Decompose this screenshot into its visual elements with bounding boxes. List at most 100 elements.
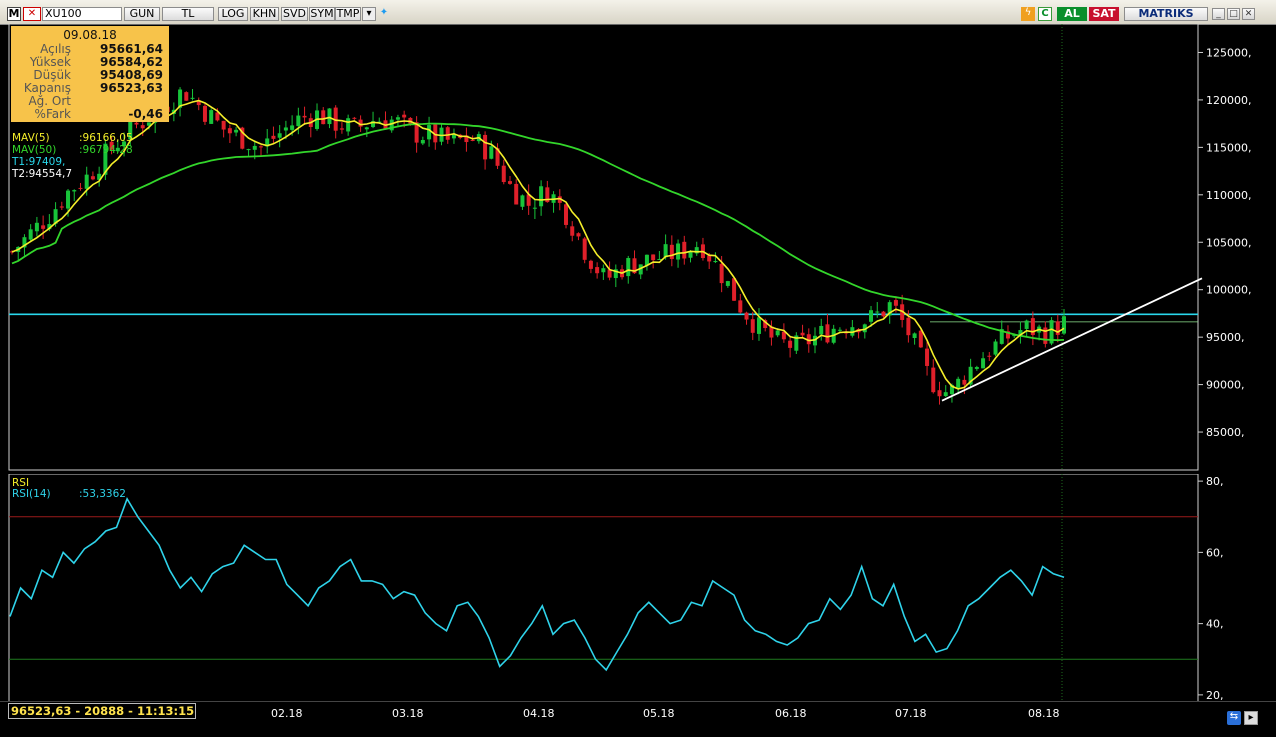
candle-body — [557, 196, 562, 203]
close-icon[interactable]: ✕ — [1242, 8, 1255, 20]
candle-body — [1062, 316, 1066, 334]
candle-body — [78, 187, 83, 189]
candle-body — [644, 254, 649, 266]
currency-button-tl[interactable]: TL — [162, 7, 214, 21]
sell-button[interactable]: SAT — [1089, 7, 1119, 21]
sym-button[interactable]: SYM — [309, 7, 335, 21]
info-row-high: Yüksek 96584,62 — [11, 55, 169, 69]
candle-body — [719, 263, 724, 284]
rsi-y-tick-label: 40, — [1206, 618, 1224, 631]
candle-body — [128, 119, 133, 140]
candle-body — [103, 143, 108, 175]
candles — [10, 87, 1066, 405]
candle-body — [258, 146, 263, 148]
khn-button[interactable]: KHN — [250, 7, 279, 21]
candle-body — [196, 100, 201, 106]
candle-body — [918, 330, 923, 348]
candle-body — [993, 341, 998, 355]
lightning-icon[interactable]: ϟ — [1021, 7, 1035, 21]
candle-body — [395, 117, 400, 120]
candle-body — [875, 311, 880, 313]
candle-body — [707, 255, 712, 262]
info-label: Ağ. Ort — [28, 94, 71, 108]
candle-body — [881, 311, 886, 317]
candle-body — [265, 138, 270, 147]
candle-body — [532, 207, 537, 209]
candle-body — [97, 173, 102, 180]
candle-body — [495, 148, 500, 166]
tmp-button[interactable]: TMP — [335, 7, 361, 21]
svd-button[interactable]: SVD — [281, 7, 308, 21]
candle-body — [800, 332, 805, 336]
candle-body — [912, 333, 917, 338]
sync-icon[interactable]: ⇆ — [1227, 711, 1241, 725]
candle-body — [464, 135, 469, 143]
maximize-icon[interactable]: □ — [1227, 8, 1240, 20]
candle-body — [694, 247, 699, 254]
candle-body — [806, 334, 811, 345]
candle-body — [744, 312, 749, 320]
rsi-chart[interactable]: 20, 40, 60, 80, — [0, 474, 1276, 702]
candle-body — [750, 319, 755, 333]
info-value: -0,46 — [128, 107, 163, 121]
price-chart[interactable]: 85000, 90000, 95000, 100000, 105000, 110000, 1… — [0, 24, 1276, 472]
candle-body — [202, 105, 207, 122]
candle-body — [775, 330, 780, 336]
scroll-right-icon[interactable]: ▸ — [1244, 711, 1258, 725]
candle-body — [682, 241, 687, 259]
refresh-icon[interactable]: C — [1038, 7, 1052, 21]
candle-body — [227, 128, 232, 134]
candle-body — [906, 317, 911, 336]
candle-body — [931, 367, 936, 393]
buy-button[interactable]: AL — [1057, 7, 1087, 21]
candle-body — [346, 118, 351, 132]
candle-body — [115, 147, 120, 152]
twitter-icon[interactable]: ✦ — [379, 7, 389, 18]
rsi-value: :53,3362 — [79, 488, 126, 500]
candle-body — [638, 264, 643, 275]
candle-body — [514, 183, 519, 205]
minimize-icon[interactable]: _ — [1212, 8, 1225, 20]
info-row-close: Kapanış 96523,63 — [11, 81, 169, 95]
x-tick-label: 03.18 — [392, 707, 424, 720]
info-date: 09.08.18 — [63, 28, 117, 42]
app-menu-button[interactable]: M — [7, 7, 21, 21]
info-label: %Fark — [34, 107, 71, 121]
symbol-input[interactable]: XU100 — [42, 7, 122, 21]
candle-body — [732, 278, 737, 301]
info-value: 95661,64 — [99, 42, 163, 56]
candle-body — [756, 317, 761, 334]
mav50-value: :96794,28 — [79, 144, 133, 156]
candle-body — [296, 115, 301, 127]
period-button-gun[interactable]: GUN — [124, 7, 160, 21]
candle-body — [981, 358, 986, 369]
candle-body — [738, 300, 743, 313]
log-scale-button[interactable]: LOG — [218, 7, 248, 21]
candle-body — [420, 140, 425, 144]
candle-body — [962, 379, 967, 385]
candle-body — [582, 238, 587, 260]
candle-body — [669, 244, 674, 260]
candle-body — [956, 378, 961, 388]
candle-body — [595, 267, 600, 274]
candle-body — [215, 112, 220, 121]
candle-body — [84, 174, 89, 189]
remove-symbol-button[interactable]: ✕ — [23, 7, 41, 21]
x-tick-label: 06.18 — [775, 707, 807, 720]
candle-body — [949, 384, 954, 395]
toolbar: M ✕ XU100 GUN TL LOG KHN SVD SYM TMP ▾ ✦… — [0, 0, 1276, 25]
dropdown-arrow-icon[interactable]: ▾ — [362, 7, 376, 21]
candle-body — [290, 125, 295, 130]
y-tick-label: 125000, — [1206, 46, 1252, 59]
candle-body — [47, 224, 52, 230]
price-panel-border — [8, 24, 1199, 471]
candle-body — [445, 127, 450, 140]
candle-body — [190, 97, 195, 99]
candle-body — [377, 121, 382, 123]
candle-body — [862, 324, 867, 333]
candle-body — [66, 190, 71, 209]
candle-body — [1043, 327, 1048, 344]
rsi-title: RSI — [12, 477, 30, 489]
candle-body — [887, 302, 892, 316]
candle-body — [613, 269, 618, 279]
